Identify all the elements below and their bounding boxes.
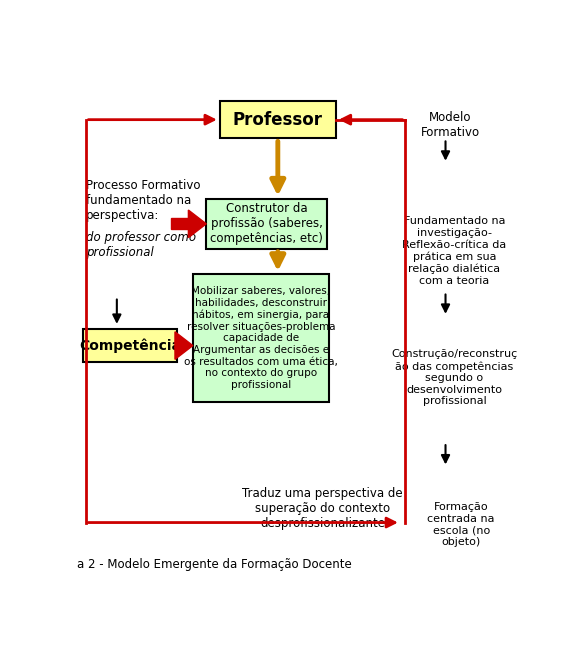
Text: do professor como
profissional: do professor como profissional bbox=[85, 231, 196, 259]
Text: Fundamentado na
investigação-
Reflexão-crítica da
prática em sua
relação dialéti: Fundamentado na investigação- Reflexão-c… bbox=[402, 216, 507, 286]
Text: Competência: Competência bbox=[79, 338, 181, 353]
Text: Construtor da
profissão (saberes,
competências, etc): Construtor da profissão (saberes, compet… bbox=[210, 202, 323, 245]
Polygon shape bbox=[188, 210, 207, 237]
Text: Mobilizar saberes, valores,
habilidades, desconstruir
hábitos, em sinergia, para: Mobilizar saberes, valores, habilidades,… bbox=[184, 286, 338, 390]
Text: Traduz uma perspectiva de
superação do contexto
desprofissionalizante: Traduz uma perspectiva de superação do c… bbox=[242, 488, 403, 531]
Polygon shape bbox=[175, 340, 177, 351]
Text: Construção/reconstruç
ão das competências
segundo o
desenvolvimento
profissional: Construção/reconstruç ão das competência… bbox=[391, 349, 518, 406]
FancyBboxPatch shape bbox=[207, 199, 327, 249]
FancyBboxPatch shape bbox=[83, 329, 177, 362]
Polygon shape bbox=[175, 332, 193, 359]
FancyBboxPatch shape bbox=[220, 101, 336, 138]
Text: Professor: Professor bbox=[233, 111, 323, 128]
Text: Formação
centrada na
escola (no
objeto): Formação centrada na escola (no objeto) bbox=[428, 503, 495, 547]
Text: a 2 - Modelo Emergente da Formação Docente: a 2 - Modelo Emergente da Formação Docen… bbox=[77, 558, 351, 571]
Text: Modelo
Formativo: Modelo Formativo bbox=[421, 111, 479, 139]
FancyBboxPatch shape bbox=[193, 274, 329, 402]
Polygon shape bbox=[171, 218, 188, 230]
Text: Processo Formativo
fundamentado na
perspectiva:: Processo Formativo fundamentado na persp… bbox=[85, 179, 200, 222]
